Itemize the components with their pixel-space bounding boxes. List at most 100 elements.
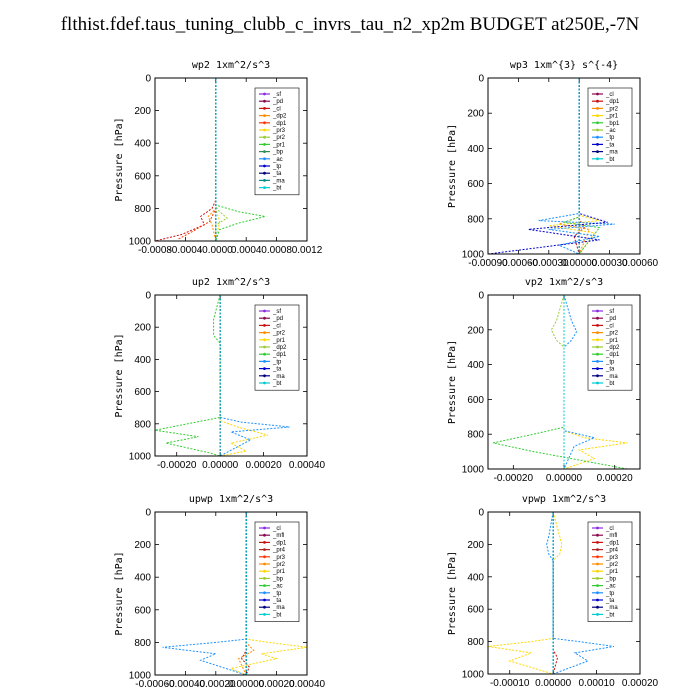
legend-label: _ta <box>272 367 282 373</box>
legend-marker <box>596 360 599 363</box>
panel-title: up2 1xm^2/s^3 <box>192 277 270 288</box>
legend-label: _tp <box>272 164 282 170</box>
legend-label: _ta <box>272 171 282 177</box>
panel-6: vpwp 1xm^2/s^3 Pressure [hPa] 0 200 400 600 80… <box>447 494 659 689</box>
x-tick-label: 0.0012 <box>292 245 323 256</box>
y-tick-label: 200 <box>467 540 484 551</box>
series-line <box>162 512 247 675</box>
x-tick-label: 0.00060 <box>622 258 659 269</box>
legend-marker <box>596 548 599 551</box>
y-tick-label: 600 <box>467 179 484 190</box>
x-tick-label: -0.00020 <box>196 679 236 690</box>
legend-marker <box>263 367 266 370</box>
legend-label: _ac <box>272 584 283 590</box>
legend-marker <box>596 331 599 334</box>
y-tick-label: 1000 <box>129 671 152 682</box>
legend-label: _cl <box>272 106 281 112</box>
panel-4: vp2 1xm^2/s^3 Pressure [hPa] 0 200 400 600 800… <box>447 277 641 484</box>
legend-label: _ac <box>272 157 283 163</box>
x-tick-label: -0.00060 <box>499 258 539 269</box>
x-tick-label: 0.0004 <box>231 245 262 256</box>
legend-label: _cl <box>605 323 614 329</box>
legend-marker <box>596 352 599 356</box>
legend-marker <box>596 338 599 342</box>
legend-marker <box>263 164 266 168</box>
y-tick-label: 800 <box>134 638 151 649</box>
legend-label: _pr1 <box>605 569 619 575</box>
legend-label: _tp <box>272 359 282 365</box>
series-line <box>550 295 565 469</box>
legend-label: _pr3 <box>272 128 286 134</box>
legend-marker <box>263 541 266 544</box>
y-tick-label: 1000 <box>129 452 152 463</box>
panel-2: wp3 1xm^{3} s^{-4} Pressure [hPa] 0 200 400 6… <box>447 60 659 269</box>
legend-marker <box>596 577 599 580</box>
y-tick-label: 600 <box>467 605 484 616</box>
series-line <box>155 295 221 456</box>
legend-label: _pr1 <box>272 338 286 344</box>
x-tick-label: -0.00020 <box>494 473 534 484</box>
legend-label: _ma <box>605 605 618 611</box>
legend-label: _sf <box>272 92 281 98</box>
series-group <box>488 512 614 674</box>
legend-label: _pr1 <box>605 114 619 120</box>
legend-marker <box>263 555 266 559</box>
legend-marker <box>596 374 599 378</box>
legend-label: _mfl <box>272 533 284 539</box>
y-tick-label: 0 <box>478 508 484 519</box>
legend-marker <box>596 613 599 616</box>
legend-marker <box>263 352 266 356</box>
legend-label: _pr2 <box>605 106 619 112</box>
series-line <box>563 295 628 469</box>
panel-title: wp2 1xm^2/s^3 <box>192 60 270 71</box>
y-tick-label: 0 <box>145 74 151 85</box>
y-axis-label: Pressure [hPa] <box>114 333 125 417</box>
legend-marker <box>263 591 266 595</box>
series-line <box>215 78 221 241</box>
y-tick-label: 400 <box>467 572 484 583</box>
legend-marker <box>596 99 599 103</box>
legend-label: _bt <box>605 157 615 163</box>
legend-label: _bt <box>605 612 615 618</box>
legend-marker <box>596 121 599 125</box>
legend-label: _pr2 <box>605 562 619 568</box>
legend-label: _cl <box>272 323 281 329</box>
series-line <box>552 512 559 674</box>
legend-label: _ma <box>272 605 285 611</box>
x-tick-label: 0.00020 <box>259 679 296 690</box>
x-tick-label: 0.00020 <box>622 678 659 689</box>
y-axis-label: Pressure [hPa] <box>114 117 125 201</box>
legend-marker <box>263 128 266 132</box>
series-line <box>237 512 255 675</box>
legend-marker <box>596 92 599 96</box>
legend-label: _ma <box>272 178 285 184</box>
x-tick-label: -0.00060 <box>135 679 175 690</box>
legend-marker <box>596 533 599 537</box>
series-line <box>215 78 229 241</box>
legend-label: _dp2 <box>605 345 620 351</box>
legend-label: _pd <box>272 316 283 322</box>
y-tick-label: 400 <box>134 139 151 150</box>
plot-frame <box>487 294 641 470</box>
legend-label: _cl <box>605 92 614 98</box>
y-axis-label: Pressure [hPa] <box>447 551 458 635</box>
legend-label: _cl <box>605 526 614 532</box>
legend-label: _pr4 <box>605 548 619 554</box>
legend-marker <box>596 107 599 110</box>
legend-marker <box>596 526 599 530</box>
legend-label: _bp <box>272 576 284 582</box>
legend-marker <box>263 605 266 609</box>
legend-marker <box>596 605 599 609</box>
x-tick-label: 0.00010 <box>578 678 615 689</box>
legend-label: _pd <box>605 316 616 322</box>
series-line <box>546 512 614 674</box>
legend-marker <box>263 316 266 320</box>
y-axis-label: Pressure [hPa] <box>447 340 458 424</box>
legend-label: _pr2 <box>272 135 286 141</box>
series-line <box>548 78 600 254</box>
x-tick-label: -0.00020 <box>157 460 197 471</box>
panel-title: vpwp 1xm^2/s^3 <box>522 494 606 505</box>
legend-marker <box>596 367 599 370</box>
legend-marker <box>263 381 266 385</box>
legend-marker <box>263 526 266 530</box>
